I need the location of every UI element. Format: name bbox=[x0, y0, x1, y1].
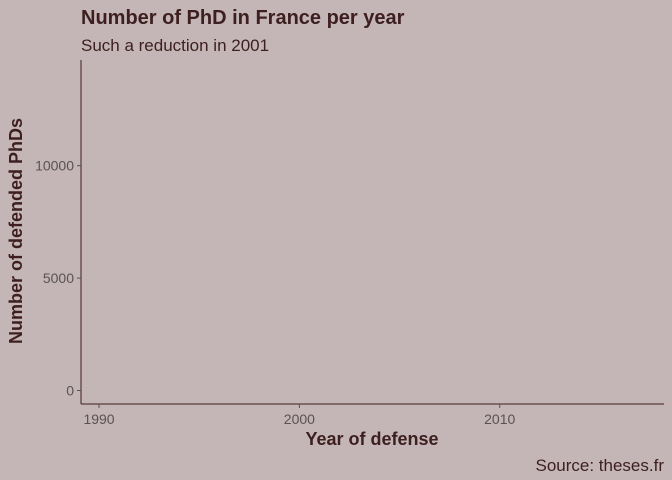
chart-caption: Source: theses.fr bbox=[535, 456, 664, 475]
y-axis-title: Number of defended PhDs bbox=[6, 118, 26, 344]
x-tick-label: 2010 bbox=[484, 411, 515, 427]
y-tick-label: 5000 bbox=[43, 270, 74, 286]
y-axis: 0 5000 10000 bbox=[35, 60, 82, 404]
chart-subtitle: Such a reduction in 2001 bbox=[81, 36, 269, 55]
x-tick-label: 1990 bbox=[83, 411, 114, 427]
chart-title: Number of PhD in France per year bbox=[81, 7, 405, 29]
x-axis: 1990 2000 2010 bbox=[81, 403, 664, 427]
y-tick-label: 0 bbox=[66, 383, 74, 399]
y-tick-label: 10000 bbox=[35, 158, 74, 174]
x-axis-title: Year of defense bbox=[305, 429, 438, 449]
x-tick-label: 2000 bbox=[284, 411, 315, 427]
